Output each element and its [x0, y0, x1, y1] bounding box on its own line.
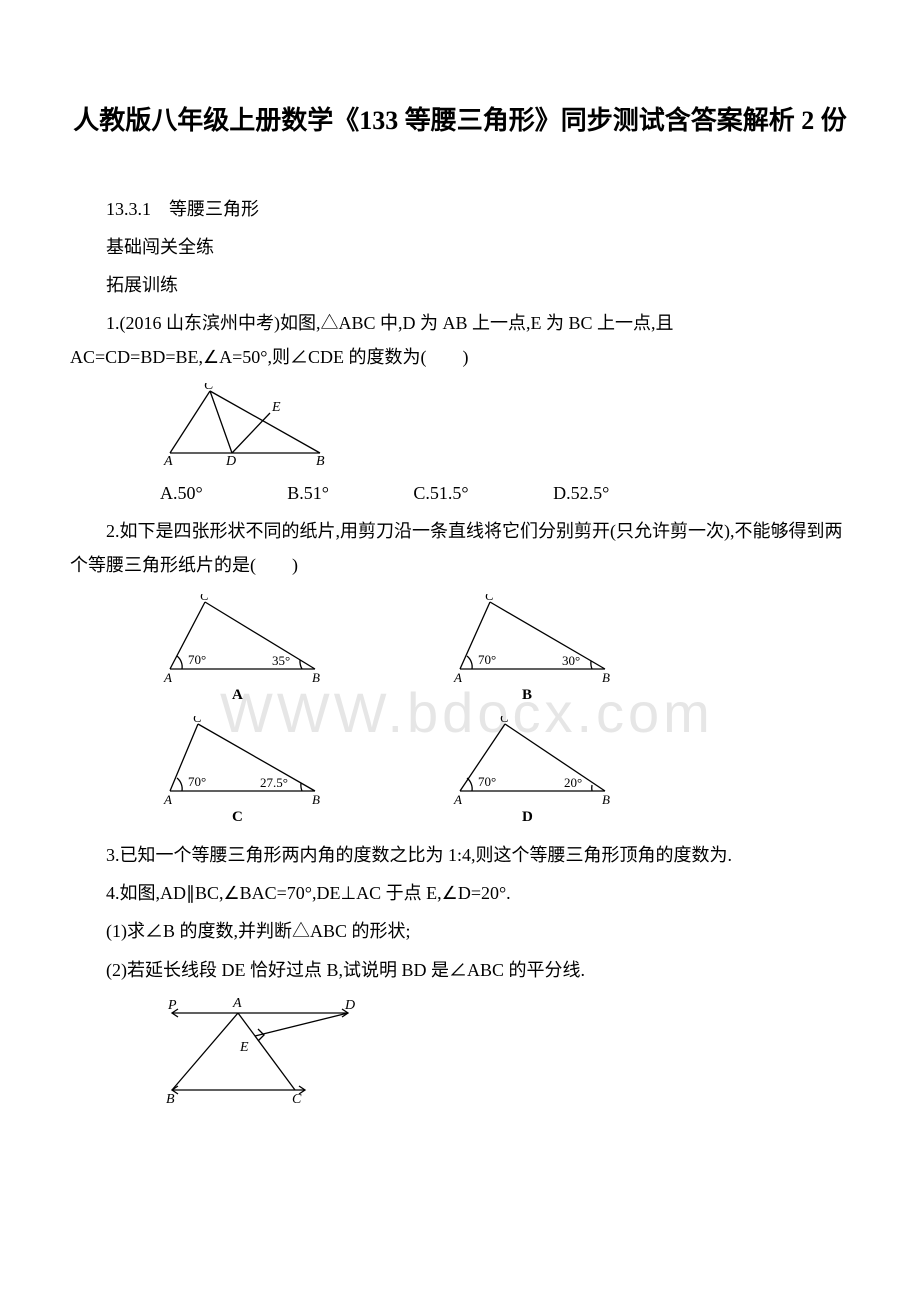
fig4-label-p: P [167, 998, 177, 1013]
question-1: 1.(2016 山东滨州中考)如图,△ABC 中,D 为 AB 上一点,E 为 … [70, 306, 850, 374]
fig1-label-a: A [163, 454, 173, 468]
section-number: 13.3.1 等腰三角形 [70, 192, 850, 226]
figure-q2-row2: 70° 27.5° A B C C 70° 20 [160, 716, 850, 826]
question-1-options: A.50° B.51° C.51.5° D.52.5° [160, 476, 850, 510]
fig2d-label-c: C [500, 716, 509, 725]
fig2c-angle-right: 27.5° [260, 775, 288, 790]
subsection-1: 基础闯关全练 [70, 230, 850, 264]
figure-q2-row1: 70° 35° A B C A 70° 30° [160, 594, 850, 704]
fig2a-caption: A [232, 687, 243, 703]
fig2b-angle-right: 30° [562, 653, 580, 668]
fig2b-angle-left: 70° [478, 652, 496, 667]
fig2a-angle-left: 70° [188, 652, 206, 667]
fig2b-label-b: B [602, 670, 610, 685]
fig1-label-d: D [225, 454, 236, 468]
fig4-label-d: D [344, 998, 355, 1013]
fig2c-label-b: B [312, 792, 320, 807]
q1-option-b: B.51° [287, 476, 329, 510]
fig4-label-c: C [292, 1092, 302, 1105]
fig2a-label-a: A [163, 670, 172, 685]
fig2d-caption: D [522, 809, 533, 825]
fig2a-label-b: B [312, 670, 320, 685]
fig1-label-b: B [316, 454, 325, 468]
question-4-part1: (1)求∠B 的度数,并判断△ABC 的形状; [70, 914, 850, 948]
fig1-label-e: E [271, 400, 281, 415]
q1-option-c: C.51.5° [413, 476, 468, 510]
question-4-part2: (2)若延长线段 DE 恰好过点 B,试说明 BD 是∠ABC 的平分线. [70, 953, 850, 987]
question-2: 2.如下是四张形状不同的纸片,用剪刀沿一条直线将它们分别剪开(只允许剪一次),不… [70, 514, 850, 582]
fig2d-angle-right: 20° [564, 775, 582, 790]
fig2d-angle-left: 70° [478, 774, 496, 789]
subsection-2: 拓展训练 [70, 268, 850, 302]
figure-q4: P A D E B C [160, 995, 850, 1105]
fig2b-label-a: A [453, 670, 462, 685]
question-3: 3.已知一个等腰三角形两内角的度数之比为 1:4,则这个等腰三角形顶角的度数为. [70, 838, 850, 872]
fig4-label-a: A [232, 996, 242, 1011]
doc-title: 人教版八年级上册数学《133 等腰三角形》同步测试含答案解析 2 份 [70, 100, 850, 142]
question-4: 4.如图,AD∥BC,∠BAC=70°,DE⊥AC 于点 E,∠D=20°. [70, 876, 850, 910]
fig2c-label-c: C [193, 716, 202, 725]
fig2b-label-c: C [485, 594, 494, 603]
q1-option-d: D.52.5° [553, 476, 609, 510]
fig2c-caption: C [232, 809, 243, 825]
fig1-label-c: C [204, 383, 214, 393]
fig2c-label-a: A [163, 792, 172, 807]
fig2b-caption: B [522, 687, 532, 703]
fig2a-angle-right: 35° [272, 653, 290, 668]
fig2d-label-b: B [602, 792, 610, 807]
fig2c-angle-left: 70° [188, 774, 206, 789]
fig2a-label-c: C [200, 594, 209, 603]
fig4-label-b: B [166, 1092, 175, 1105]
q1-option-a: A.50° [160, 476, 203, 510]
fig2d-label-a: A [453, 792, 462, 807]
figure-q1: A B C D E [160, 383, 850, 468]
fig4-label-e: E [239, 1040, 249, 1055]
